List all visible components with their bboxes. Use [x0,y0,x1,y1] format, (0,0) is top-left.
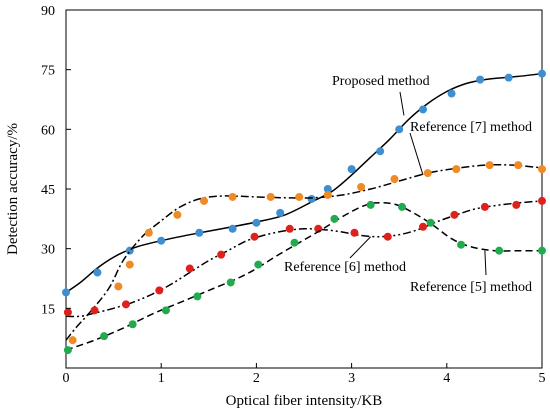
data-point-reference-5-method-4 [193,292,202,301]
data-point-proposed-method-6 [252,218,261,227]
data-point-reference-7-method-4 [173,210,182,219]
data-point-reference-6-method-4 [185,264,194,273]
data-point-reference-5-method-8 [330,214,339,223]
leader-line-proposed-method [399,91,405,116]
x-tick-label-1: 1 [158,371,165,386]
data-point-reference-7-method-7 [266,192,275,201]
leader-line-reference-7-method [409,132,424,176]
x-axis-title: Optical fiber intensity/KB [226,393,383,409]
data-point-proposed-method-16 [504,73,513,82]
data-point-reference-5-method-1 [100,332,109,341]
series-line-reference-6-method [65,200,543,318]
y-tick-label-30: 30 [41,243,55,258]
data-point-reference-7-method-1 [114,282,123,291]
data-point-reference-5-method-2 [128,320,137,329]
data-point-reference-7-method-5 [200,196,209,205]
data-point-reference-7-method-13 [452,165,461,174]
data-point-proposed-method-5 [228,224,237,233]
data-point-reference-5-method-11 [426,218,435,227]
data-point-reference-5-method-14 [538,246,546,255]
data-point-proposed-method-3 [157,236,166,245]
data-point-reference-5-method-10 [398,202,407,211]
data-point-reference-6-method-5 [217,250,226,259]
leader-line-reference-5-method [484,250,487,276]
data-point-reference-6-method-2 [121,300,130,309]
data-point-reference-7-method-16 [538,165,546,174]
data-point-reference-6-method-12 [450,210,459,219]
data-point-reference-5-method-3 [161,306,170,315]
data-point-reference-7-method-10 [357,183,366,192]
plot-area-frame [65,9,543,369]
x-tick-label-0: 0 [63,371,70,386]
data-point-reference-6-method-7 [285,224,294,233]
data-point-proposed-method-12 [395,125,404,134]
x-tick-label-5: 5 [539,371,546,386]
data-point-reference-7-method-6 [228,192,237,201]
data-point-proposed-method-8 [307,194,316,203]
data-point-proposed-method-7 [276,208,285,217]
x-tick-label-2: 2 [253,371,260,386]
data-point-proposed-method-14 [447,89,456,98]
y-tick-label-45: 45 [41,183,55,198]
series-line-reference-7-method [65,164,543,341]
data-point-reference-6-method-15 [538,196,546,205]
data-point-reference-6-method-9 [350,228,359,237]
data-point-reference-6-method-1 [90,306,99,315]
series-reference-5-method [63,200,546,355]
y-axis-title: Detection accuracy/% [5,123,21,255]
data-point-reference-5-method-0 [63,346,72,355]
series-layer [62,69,546,355]
data-point-proposed-method-10 [347,165,356,174]
data-point-proposed-method-17 [538,69,546,78]
data-point-reference-7-method-9 [323,190,332,199]
annotation-reference-7-method: Reference [7] method [410,120,532,135]
annotation-proposed-method: Proposed method [332,74,430,89]
data-point-reference-5-method-12 [457,240,466,249]
data-point-reference-6-method-3 [155,286,164,295]
data-point-reference-5-method-6 [254,260,263,269]
data-point-reference-7-method-2 [125,260,134,269]
data-point-proposed-method-0 [62,288,70,297]
data-point-reference-7-method-8 [295,192,304,201]
data-point-reference-7-method-12 [423,169,432,178]
data-point-reference-6-method-0 [63,308,72,317]
series-reference-7-method [65,161,546,345]
leader-line-reference-6-method [349,236,371,259]
data-point-proposed-method-9 [323,185,332,193]
data-point-proposed-method-13 [419,105,427,114]
data-point-reference-6-method-10 [383,232,392,241]
x-tick-label-4: 4 [443,371,450,386]
x-tick-label-3: 3 [348,371,355,386]
data-point-reference-6-method-13 [480,202,489,211]
series-reference-6-method [63,196,546,318]
y-tick-label-90: 90 [41,4,55,19]
data-point-reference-6-method-6 [250,232,259,241]
data-point-proposed-method-15 [476,75,485,84]
series-line-reference-5-method [65,201,542,351]
data-point-reference-5-method-5 [226,278,235,287]
annotation-layer: Proposed method Reference [7] method Refer… [284,74,532,295]
data-point-reference-7-method-14 [485,161,494,170]
data-point-reference-5-method-7 [290,238,299,247]
data-point-reference-7-method-0 [68,336,77,345]
data-point-reference-6-method-11 [419,222,427,231]
data-point-proposed-method-11 [376,147,385,156]
data-point-reference-7-method-3 [144,228,153,237]
annotation-reference-5-method: Reference [5] method [410,280,532,295]
data-point-reference-7-method-15 [514,161,523,170]
data-point-reference-7-method-11 [390,175,399,184]
data-point-reference-6-method-14 [512,200,521,209]
y-tick-label-15: 15 [41,302,55,317]
data-point-reference-5-method-9 [366,200,375,209]
data-point-proposed-method-4 [195,228,204,237]
y-tick-label-75: 75 [41,64,55,79]
data-point-proposed-method-1 [93,268,102,277]
y-tick-label-60: 60 [41,123,55,138]
annotation-reference-6-method: Reference [6] method [284,260,406,275]
data-point-reference-5-method-13 [495,246,504,255]
